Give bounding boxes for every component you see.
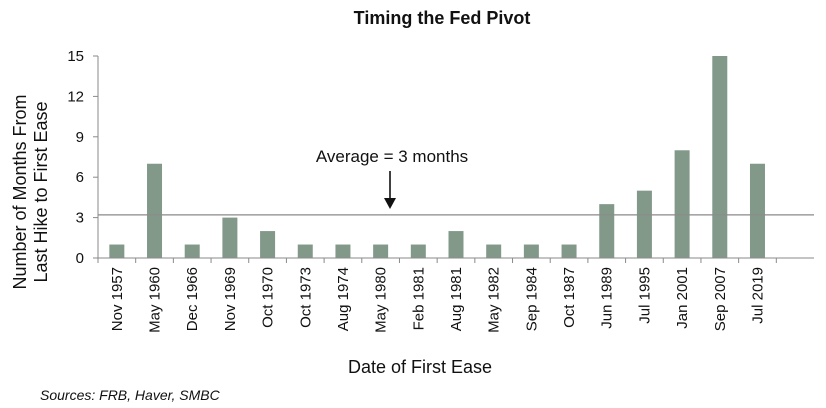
y-tick-label: 6 [76,169,84,186]
bar-aug-1974 [335,244,351,258]
x-axis-title: Date of First Ease [348,357,492,377]
y-tick-label: 15 [67,48,84,65]
y-tick-label: 0 [76,250,84,267]
bar-may-1960 [147,163,163,258]
x-tick-label: Jul 2019 [749,267,766,324]
x-axis-ticks: Nov 1957 May 1960 Dec 1966 Nov 1969 Oct 1970… [97,258,777,333]
y-tick-label: 9 [76,129,84,146]
x-tick-label: Jan 2001 [674,267,691,329]
x-tick-label: Dec 1966 [184,267,201,331]
x-tick-label: Aug 1981 [448,267,465,331]
bar-sep-2007 [712,56,728,258]
y-axis-ticks: 0 3 6 9 12 15 [67,48,98,267]
x-tick-label: Feb 1981 [410,267,427,330]
bar-jun-1989 [599,204,615,258]
bar-may-1980 [373,244,389,258]
bar-sep-1984 [523,244,539,258]
y-axis-title-line-1: Number of Months From [10,94,30,289]
y-axis-title: Number of Months From Last Hike to First… [10,94,51,289]
x-tick-label: Jul 1995 [636,267,653,324]
x-tick-label: Sep 1984 [523,267,540,331]
chart-title: Timing the Fed Pivot [354,8,531,28]
bar-dec-1966 [184,244,200,258]
bar-nov-1957 [109,244,125,258]
bar-oct-1970 [260,231,276,258]
bar-jan-2001 [674,150,690,258]
x-tick-label: May 1960 [147,267,164,333]
bar-feb-1981 [410,244,426,258]
bar-aug-1981 [448,231,464,258]
x-tick-label: May 1982 [486,267,503,333]
y-tick-label: 3 [76,210,84,227]
x-tick-label: May 1980 [373,267,390,333]
bar-may-1982 [486,244,502,258]
bar-oct-1987 [561,244,577,258]
x-tick-label: Oct 1973 [297,267,314,328]
x-tick-label: Oct 1970 [260,267,277,328]
y-axis-title-line-2: Last Hike to First Ease [31,101,51,282]
annotation-arrow [384,171,396,209]
x-tick-label: Aug 1974 [335,267,352,331]
bar-jul-2019 [749,163,765,258]
average-annotation: Average = 3 months [316,147,468,166]
x-tick-label: Oct 1987 [561,267,578,328]
source-note: Sources: FRB, Haver, SMBC [40,387,221,403]
y-tick-label: 12 [67,88,84,105]
x-tick-label: Jun 1989 [599,267,616,329]
bars [109,56,765,258]
bar-nov-1969 [222,217,238,258]
x-tick-label: Nov 1957 [109,267,126,331]
bar-jul-1995 [636,190,652,258]
x-tick-label: Nov 1969 [222,267,239,331]
bar-oct-1973 [297,244,313,258]
x-tick-label: Sep 2007 [712,267,729,331]
